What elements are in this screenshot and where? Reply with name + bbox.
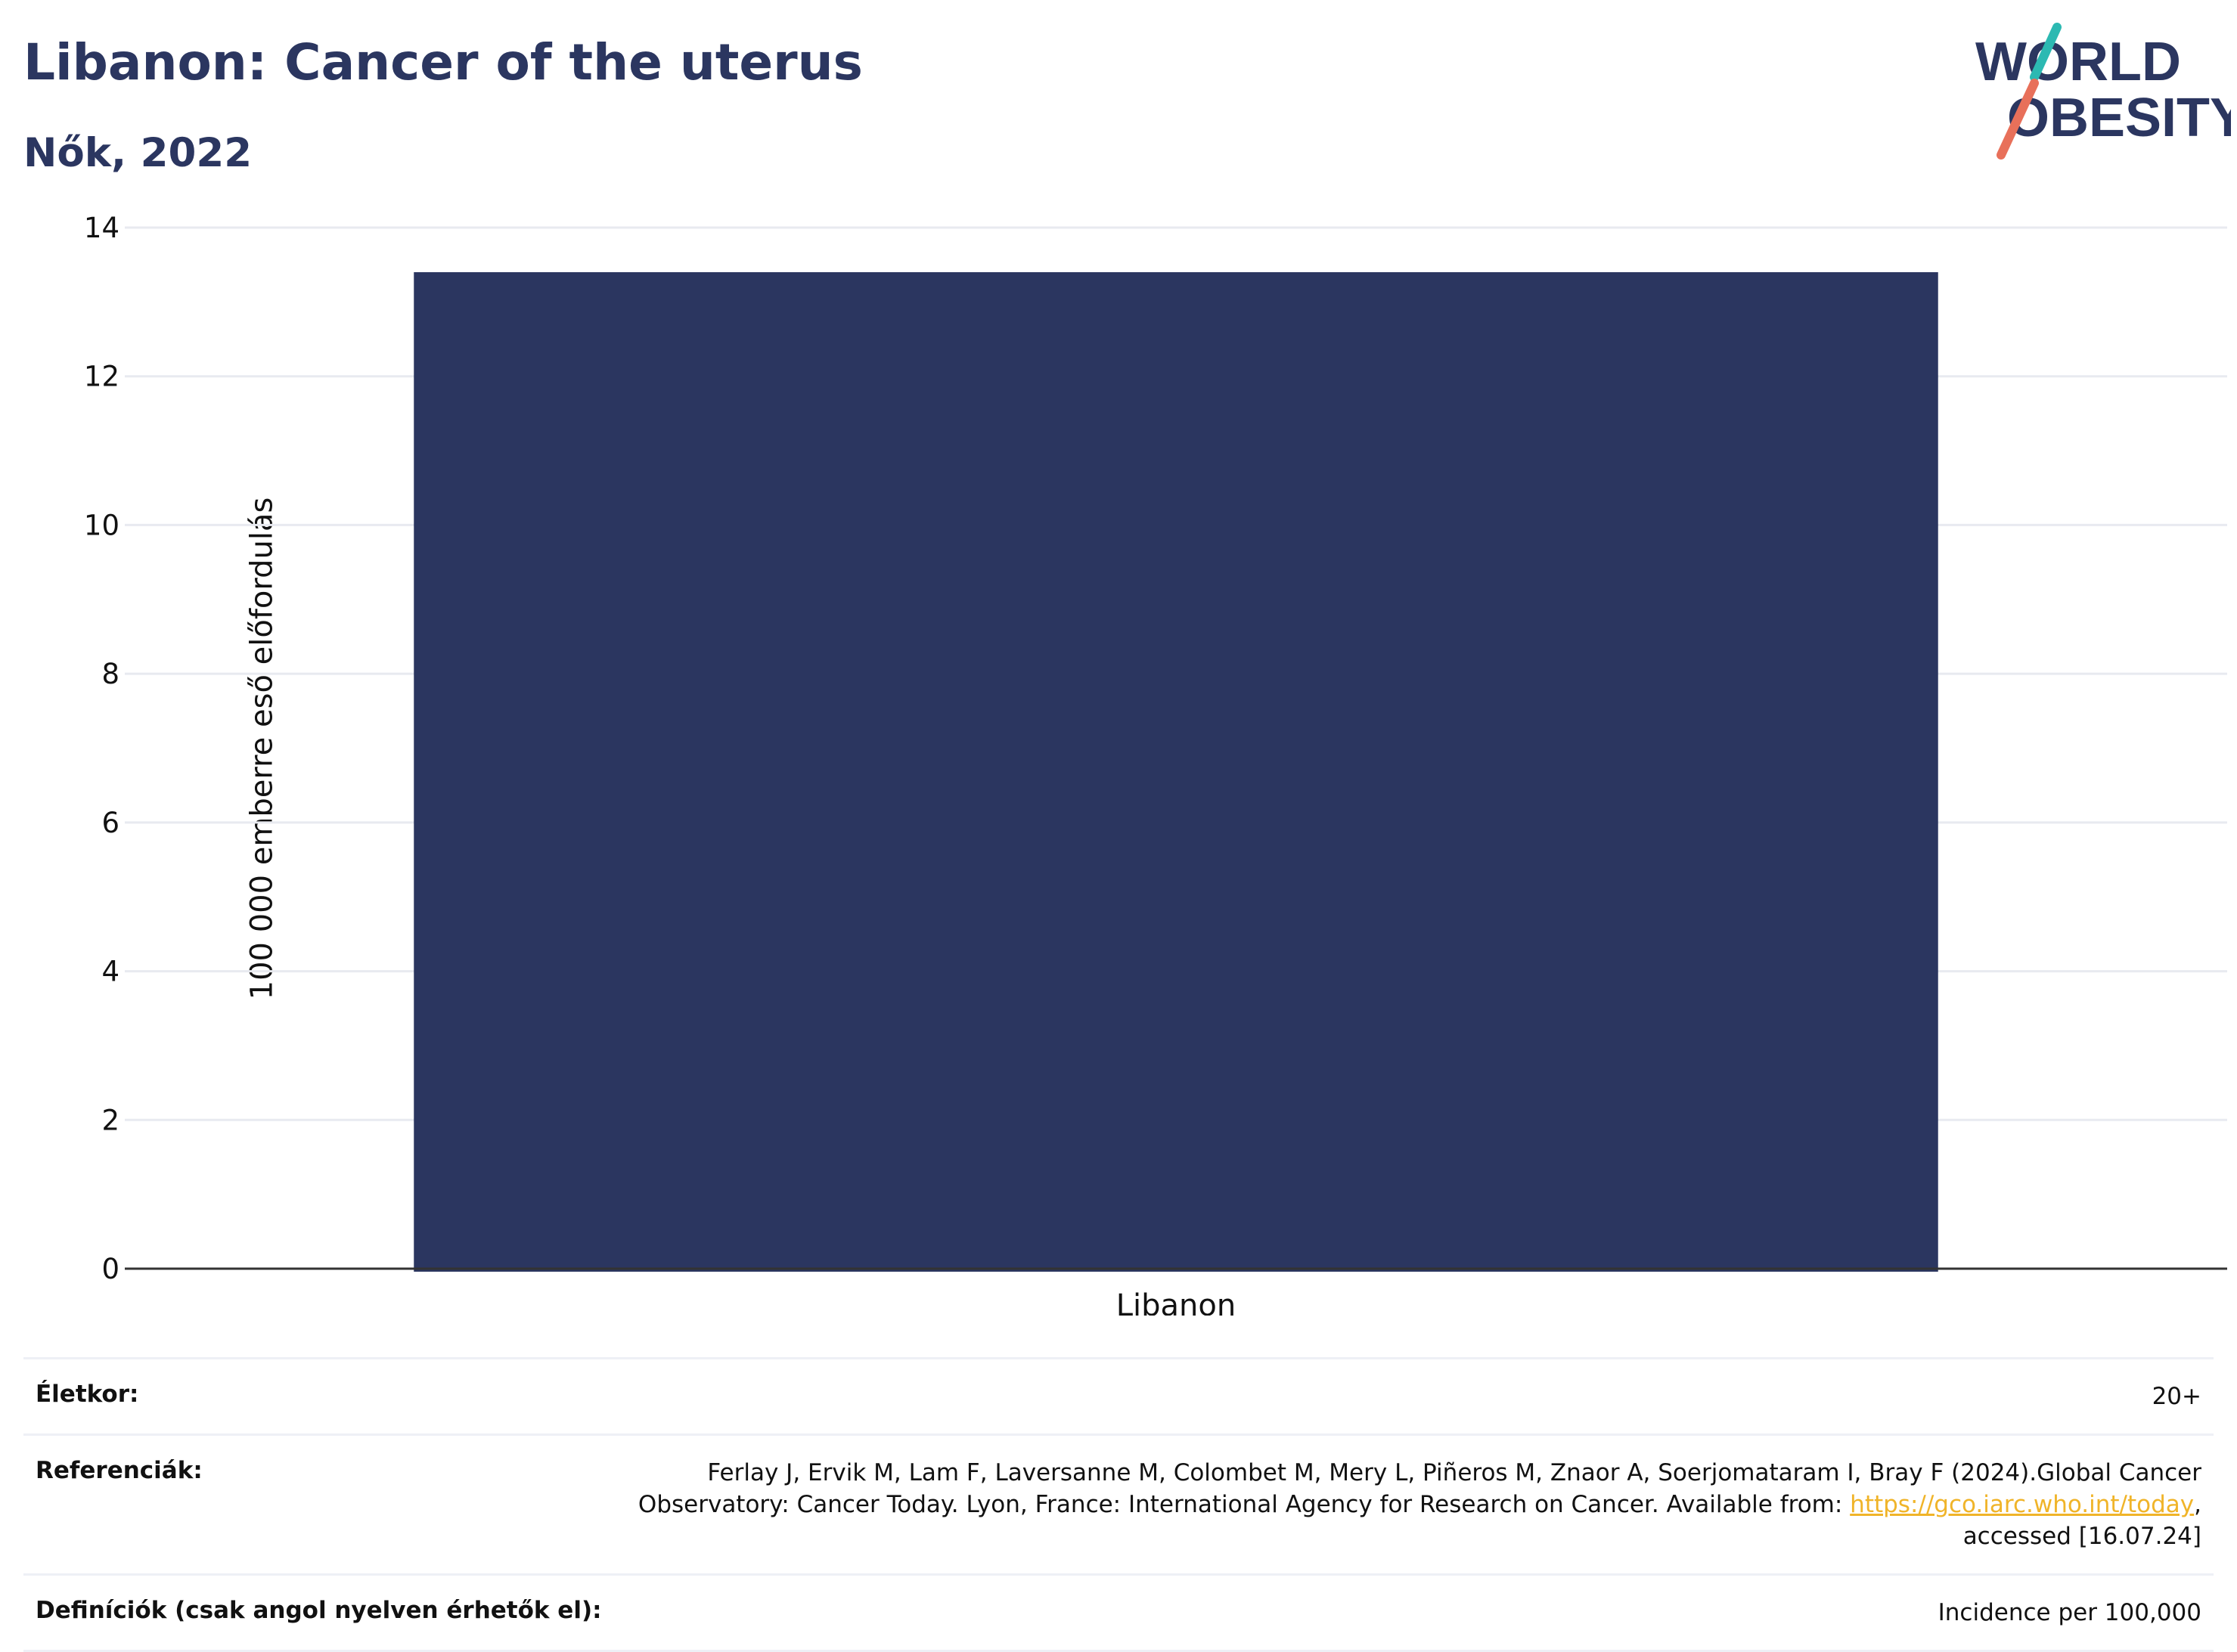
references-row: Referenciák: Ferlay J, Ervik M, Lam F, L…	[23, 1436, 2214, 1576]
references-value: Ferlay J, Ervik M, Lam F, Laversanne M, …	[638, 1457, 2201, 1552]
bars	[414, 272, 1938, 1272]
x-tick-labels: Libanon	[1116, 1288, 1236, 1316]
definitions-label: Definíciók (csak angol nyelven érhetők e…	[36, 1597, 602, 1624]
reference-line-1: Ferlay J, Ervik M, Lam F, Laversanne M, …	[707, 1459, 2201, 1486]
definitions-row: Definíciók (csak angol nyelven érhetők e…	[23, 1576, 2214, 1652]
y-tick-label: 0	[101, 1253, 119, 1285]
references-label: Referenciák:	[36, 1457, 203, 1484]
chart-subtitle: Nők, 2022	[23, 130, 253, 176]
bar-libanon	[414, 272, 1938, 1272]
metadata-table: Életkor: 20+ Referenciák: Ferlay J, Ervi…	[23, 1357, 2214, 1652]
y-tick-label: 14	[84, 212, 119, 244]
logo-text-world: WORLD	[1975, 32, 2181, 92]
y-tick-label: 10	[84, 509, 119, 541]
reference-comma: ,	[2194, 1491, 2201, 1518]
logo-slash-teal	[2030, 23, 2062, 82]
definitions-value: Incidence per 100,000	[1938, 1599, 2201, 1626]
age-row: Életkor: 20+	[23, 1359, 2214, 1436]
logo-slash-coral	[1997, 79, 2039, 160]
reference-line-3: accessed [16.07.24]	[1962, 1523, 2201, 1550]
y-tick-label: 4	[101, 956, 119, 988]
y-tick-label: 12	[84, 361, 119, 393]
reference-link[interactable]: https://gco.iarc.who.int/today	[1850, 1491, 2195, 1518]
world-obesity-logo: WORLD OBESITY	[1975, 23, 2231, 160]
age-label: Életkor:	[36, 1381, 139, 1408]
y-tick-labels: 0 2 4 6 8 10 12 14	[84, 212, 119, 1285]
x-tick-label: Libanon	[1116, 1288, 1236, 1316]
y-tick-label: 2	[101, 1104, 119, 1136]
bar-chart: 0 2 4 6 8 10 12 14 Libanon	[84, 212, 2227, 1316]
logo-text-obesity: OBESITY	[2007, 88, 2231, 148]
reference-line-2: Observatory: Cancer Today. Lyon, France:…	[638, 1491, 1851, 1518]
age-value: 20+	[2152, 1383, 2201, 1410]
chart-title: Libanon: Cancer of the uterus	[23, 33, 863, 91]
y-tick-label: 6	[101, 807, 119, 839]
y-tick-label: 8	[101, 658, 119, 690]
